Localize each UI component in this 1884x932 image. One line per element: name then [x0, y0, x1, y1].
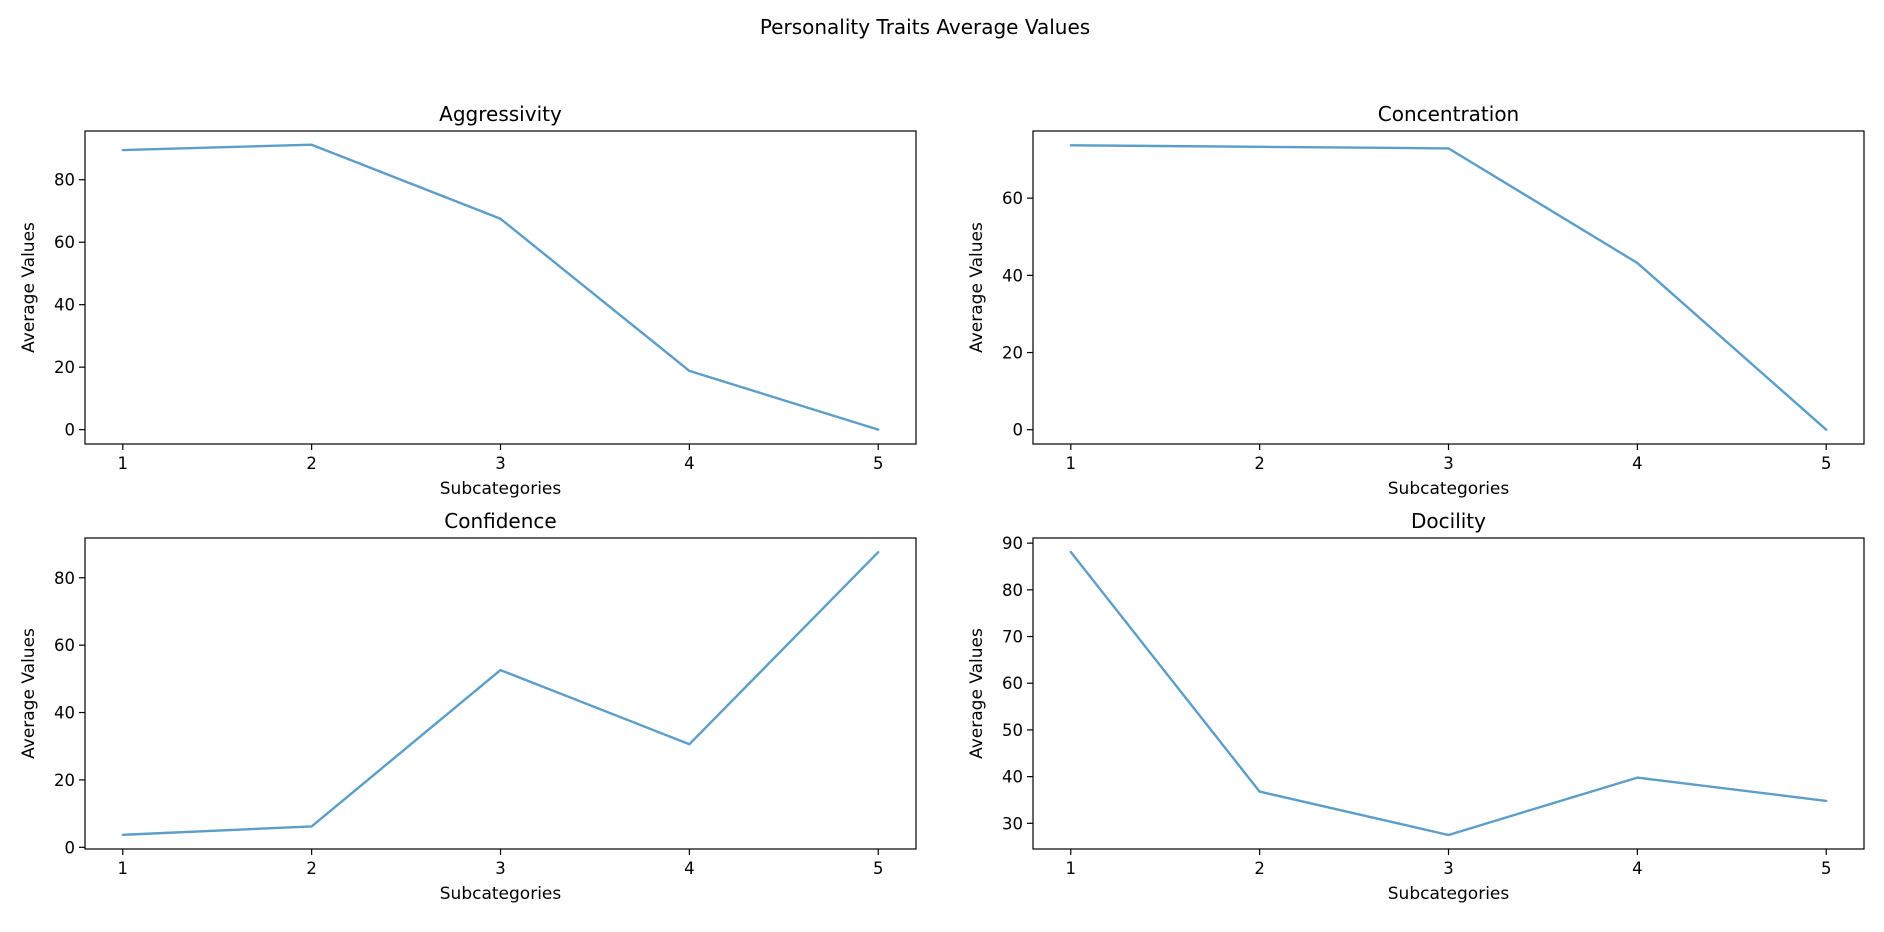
- x-tick-label: 5: [873, 859, 884, 878]
- x-tick-label: 3: [495, 859, 506, 878]
- x-tick-label: 5: [1821, 859, 1832, 878]
- x-tick-label: 4: [684, 859, 695, 878]
- subplot-docility: Docility 1 2 3 4 5 30 40 50 60 70 80 90 Subcategories…: [967, 509, 1865, 904]
- x-tick-label: 4: [1632, 859, 1643, 878]
- x-axis-label: Subcategories: [1388, 884, 1510, 904]
- x-tick-label: 2: [1254, 454, 1265, 473]
- series-line: [1069, 144, 1828, 431]
- y-tick-label: 60: [54, 636, 75, 655]
- y-tick-label: 20: [54, 358, 75, 377]
- x-tick-label: 4: [1632, 454, 1643, 473]
- y-tick-label: 80: [54, 171, 75, 190]
- axes-frame: [1032, 537, 1865, 850]
- x-axis-label: Subcategories: [1388, 479, 1510, 499]
- x-tick-label: 1: [118, 454, 129, 473]
- y-tick-label: 50: [1002, 721, 1023, 740]
- axes-frame: [84, 537, 917, 850]
- subplot-title: Aggressivity: [439, 102, 562, 126]
- x-tick-label: 5: [1821, 454, 1832, 473]
- y-axis-label: Average Values: [967, 222, 987, 353]
- x-axis-label: Subcategories: [440, 884, 562, 904]
- y-tick-label: 60: [1002, 674, 1023, 693]
- x-tick-label: 4: [684, 454, 695, 473]
- subplot-title: Docility: [1411, 509, 1486, 533]
- x-tick-label: 1: [1066, 859, 1077, 878]
- y-tick-label: 0: [65, 838, 76, 857]
- series-line: [1069, 550, 1828, 837]
- y-tick-label: 80: [54, 569, 75, 588]
- x-tick-label: 3: [495, 454, 506, 473]
- y-tick-label: 40: [1002, 266, 1023, 285]
- subplot-aggressivity: Aggressivity 1 2 3 4 5 0 20 40 60 80 Subcategories A…: [19, 102, 917, 499]
- x-tick-label: 2: [306, 454, 317, 473]
- y-tick-label: 60: [54, 233, 75, 252]
- y-tick-label: 90: [1002, 534, 1023, 553]
- y-tick-label: 20: [54, 771, 75, 790]
- axes-frame: [1032, 130, 1865, 445]
- y-tick-label: 70: [1002, 628, 1023, 647]
- y-tick-label: 0: [65, 421, 76, 440]
- y-tick-label: 20: [1002, 344, 1023, 363]
- y-axis-label: Average Values: [19, 222, 39, 353]
- x-axis-label: Subcategories: [440, 479, 562, 499]
- y-tick-label: 40: [1002, 768, 1023, 787]
- y-tick-label: 40: [54, 704, 75, 723]
- series-line: [121, 551, 880, 836]
- x-tick-label: 3: [1443, 454, 1454, 473]
- y-tick-label: 80: [1002, 581, 1023, 600]
- y-tick-label: 60: [1002, 189, 1023, 208]
- x-tick-label: 1: [1066, 454, 1077, 473]
- x-tick-label: 2: [1254, 859, 1265, 878]
- y-tick-label: 40: [54, 296, 75, 315]
- figure-title: Personality Traits Average Values: [760, 15, 1090, 39]
- x-tick-label: 5: [873, 454, 884, 473]
- y-axis-label: Average Values: [967, 628, 987, 759]
- subplot-concentration: Concentration 1 2 3 4 5 0 20 40 60 Subcategories Av…: [967, 102, 1865, 499]
- y-tick-label: 30: [1002, 814, 1023, 833]
- x-tick-label: 1: [118, 859, 129, 878]
- axes-frame: [84, 130, 917, 445]
- y-tick-label: 0: [1013, 421, 1024, 440]
- subplot-title: Confidence: [444, 509, 556, 533]
- subplot-confidence: Confidence 1 2 3 4 5 0 20 40 60 80 Subcategories Ave…: [19, 509, 917, 904]
- y-axis-label: Average Values: [19, 628, 39, 759]
- x-tick-label: 3: [1443, 859, 1454, 878]
- x-tick-label: 2: [306, 859, 317, 878]
- series-line: [121, 143, 880, 431]
- subplot-title: Concentration: [1378, 102, 1519, 126]
